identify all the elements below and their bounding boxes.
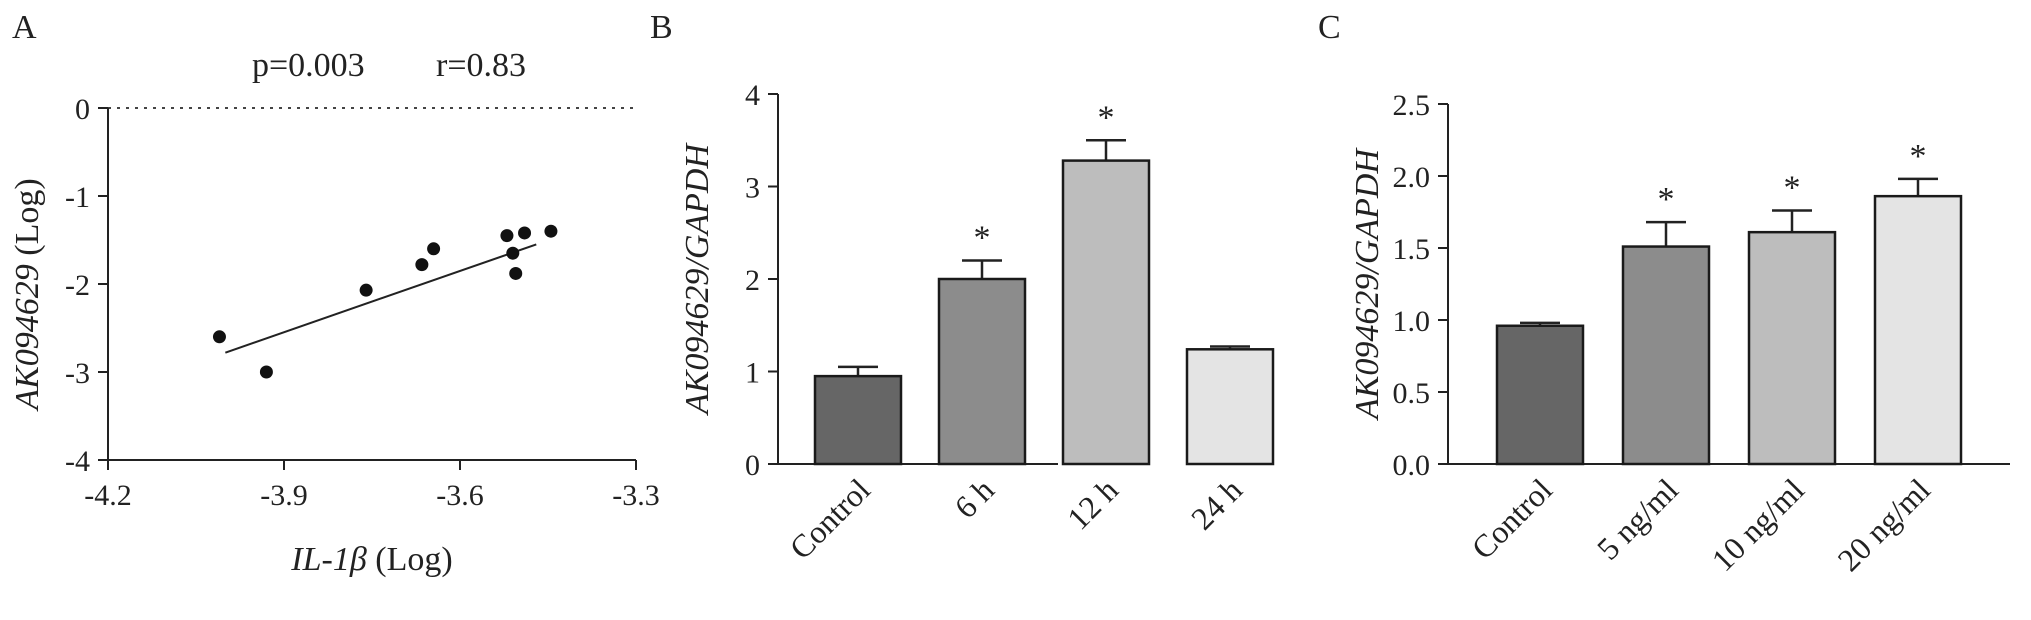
panel-letter: B: [650, 9, 673, 46]
regression-line: [225, 243, 537, 354]
data-point: [259, 365, 273, 379]
y-tick-label: 0: [75, 93, 90, 126]
x-category-label: Control: [782, 471, 877, 566]
y-tick-label: -1: [65, 181, 90, 214]
y-tick-label: 2: [745, 264, 760, 297]
annotation-p-value: p=0.003: [252, 47, 365, 84]
bar: [1621, 245, 1711, 466]
y-tick-label: -2: [65, 269, 90, 302]
y-tick-label: 2.5: [1393, 89, 1431, 122]
bar: [1185, 348, 1275, 466]
significance-marker: *: [1098, 99, 1115, 136]
bar: [1747, 230, 1837, 466]
panel-a-scatter: Ap=0.003 r=0.83 0 -1 -2 -3 -4-4.2 -3.9 -3.6 -3.3 I…: [9, 9, 660, 578]
panel-c-bar-chart: C 0.0 0.5 1.0 1.5 2.0 2.5 Control * 5 ng/ml * 10 ng…: [1318, 9, 2010, 578]
y-tick-label: 0.0: [1393, 449, 1431, 482]
data-point: [427, 242, 441, 256]
bar: [937, 277, 1027, 466]
data-point: [415, 258, 429, 272]
y-axis-label: AK094629/GAPDH: [1349, 147, 1386, 422]
significance-marker: *: [1910, 138, 1927, 175]
y-tick-label: 3: [745, 172, 760, 205]
y-axis-label-italic: AK094629: [9, 264, 46, 411]
x-axis-label-italic: IL-1β: [290, 541, 367, 578]
data-point: [518, 226, 532, 240]
data-point: [509, 266, 523, 280]
y-tick-label: -4: [65, 445, 90, 478]
x-category-label: 10 ng/ml: [1704, 471, 1811, 578]
x-tick-label: -3.6: [436, 479, 484, 512]
x-tick-label: -4.2: [84, 479, 132, 512]
data-point: [212, 330, 226, 344]
data-point: [544, 224, 558, 238]
x-category-label: 5 ng/ml: [1590, 471, 1685, 566]
y-tick-label: -3: [65, 357, 90, 390]
data-point: [359, 283, 373, 297]
x-category-label: Control: [1464, 471, 1559, 566]
bar: [1873, 194, 1963, 466]
x-axis-label: IL-1β (Log): [290, 541, 452, 578]
significance-marker: *: [1658, 181, 1675, 218]
y-tick-label: 1: [745, 357, 760, 390]
x-tick-label: -3.3: [612, 479, 660, 512]
panel-b-bar-chart: B 0 1 2 3 4 Control * 6 h * 12 h 24 h AK094629/GAPDH: [650, 9, 1275, 566]
data-point: [500, 229, 514, 243]
x-tick-label: -3.9: [260, 479, 308, 512]
y-tick-label: 1.5: [1393, 233, 1431, 266]
y-axis-label: AK094629 (Log): [9, 178, 46, 411]
data-point: [506, 246, 520, 260]
bar: [1495, 324, 1585, 466]
y-axis-label: AK094629/GAPDH: [679, 142, 716, 417]
x-category-label: 12 h: [1060, 471, 1125, 536]
annotation-r-value: r=0.83: [436, 47, 526, 84]
x-category-label: 6 h: [947, 471, 1001, 525]
panel-letter: C: [1318, 9, 1341, 46]
bar: [813, 374, 903, 466]
x-category-label: 20 ng/ml: [1830, 471, 1937, 578]
y-tick-label: 4: [745, 79, 760, 112]
y-tick-label: 2.0: [1393, 161, 1431, 194]
significance-marker: *: [974, 220, 991, 257]
significance-marker: *: [1784, 170, 1801, 207]
x-category-label: 24 h: [1184, 471, 1249, 536]
y-tick-label: 0.5: [1393, 377, 1431, 410]
bar: [1061, 159, 1151, 466]
y-tick-label: 1.0: [1393, 305, 1431, 338]
panel-letter: A: [12, 9, 37, 46]
y-tick-label: 0: [745, 449, 760, 482]
x-axis-label-suffix: (Log): [367, 541, 453, 578]
y-axis-label-suffix: (Log): [9, 178, 46, 264]
